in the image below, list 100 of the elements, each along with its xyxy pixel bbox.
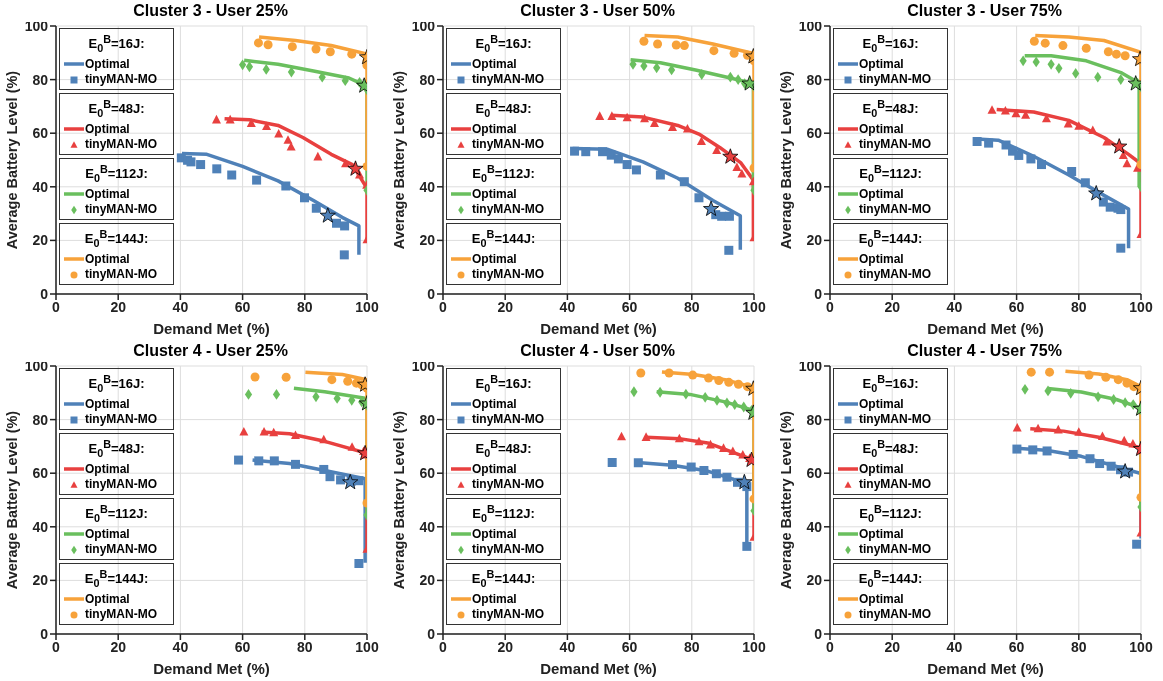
annotation: E$_{0}$$^{B}$=48J:	[861, 437, 920, 461]
annotation: E$_{0}$$^{B}$=144J:	[857, 567, 924, 591]
chart-title: Cluster 3 - User 25%	[133, 2, 288, 19]
y-tick-label: 20	[32, 232, 49, 249]
chart-title: Cluster 4 - User 75%	[907, 342, 1062, 359]
x-tick-label: 60	[621, 298, 638, 315]
x-tick-label: 100	[742, 638, 766, 655]
legend-label: Optimal	[859, 121, 904, 137]
annotation: E$_{0}$$^{B}$=16J:	[87, 372, 146, 396]
y-tick-label: 0	[814, 625, 823, 642]
chart-title: Cluster 3 - User 50%	[520, 2, 675, 19]
y-tick-label: 40	[806, 178, 823, 195]
x-tick-label: 0	[439, 298, 448, 315]
x-tick-label: 80	[1071, 638, 1087, 655]
y-axis-title: Average Battery Level (%)	[3, 410, 20, 590]
x-tick-label: 20	[884, 298, 901, 315]
y-tick-label: 100	[798, 17, 823, 34]
legend-label: Optimal	[85, 251, 130, 267]
annotation: E$_{0}$$^{B}$=144J:	[83, 567, 150, 591]
y-axis-title: Average Battery Level (%)	[777, 410, 794, 590]
x-tick-label: 20	[497, 298, 514, 315]
legend-label: tinyMAN-MO	[859, 201, 931, 217]
y-tick-label: 40	[32, 178, 49, 195]
x-tick-label: 100	[1129, 298, 1153, 315]
y-tick-label: 100	[411, 357, 436, 374]
legend-label: Optimal	[472, 251, 517, 267]
legend-label: tinyMAN-MO	[85, 266, 157, 282]
legend-label: Optimal	[859, 56, 904, 72]
x-tick-label: 100	[355, 638, 379, 655]
x-tick-label: 0	[52, 638, 61, 655]
x-tick-label: 80	[684, 298, 700, 315]
y-tick-label: 20	[419, 232, 436, 249]
legend-label: Optimal	[472, 56, 517, 72]
legend-label: Optimal	[859, 396, 904, 412]
legend-label: tinyMAN-MO	[859, 136, 931, 152]
x-tick-label: 80	[297, 638, 313, 655]
x-tick-label: 20	[110, 298, 127, 315]
x-tick-label: 20	[884, 638, 901, 655]
y-axis-title: Average Battery Level (%)	[390, 70, 407, 250]
annotation: E$_{0}$$^{B}$=16J:	[474, 32, 533, 56]
y-tick-label: 60	[32, 465, 49, 482]
y-tick-label: 60	[806, 125, 823, 142]
legend-label: tinyMAN-MO	[85, 411, 157, 427]
y-tick-label: 40	[806, 518, 823, 535]
x-tick-label: 100	[1129, 638, 1153, 655]
x-tick-label: 60	[621, 638, 638, 655]
annotation: E$_{0}$$^{B}$=16J:	[861, 372, 920, 396]
legend-label: tinyMAN-MO	[472, 266, 544, 282]
y-tick-label: 40	[32, 518, 49, 535]
legend-label: tinyMAN-MO	[85, 476, 157, 492]
y-tick-label: 80	[419, 411, 436, 428]
x-tick-label: 60	[234, 298, 251, 315]
x-tick-label: 60	[234, 638, 251, 655]
x-tick-label: 40	[559, 638, 576, 655]
legend-label: Optimal	[85, 121, 130, 137]
x-tick-label: 20	[110, 638, 127, 655]
y-tick-label: 0	[427, 625, 436, 642]
y-tick-label: 80	[32, 71, 49, 88]
annotation: E$_{0}$$^{B}$=16J:	[474, 372, 533, 396]
legend-label: tinyMAN-MO	[85, 606, 157, 622]
y-tick-label: 80	[32, 411, 49, 428]
x-tick-label: 20	[497, 638, 514, 655]
x-tick-label: 40	[172, 298, 189, 315]
y-axis-title: Average Battery Level (%)	[777, 70, 794, 250]
y-tick-label: 100	[24, 357, 49, 374]
x-tick-label: 0	[52, 298, 61, 315]
x-tick-label: 0	[826, 638, 835, 655]
legend-label: Optimal	[85, 396, 130, 412]
y-axis-title: Average Battery Level (%)	[3, 70, 20, 250]
legend-label: Optimal	[85, 591, 130, 607]
legend-label: tinyMAN-MO	[472, 201, 544, 217]
chart-title: Cluster 3 - User 75%	[907, 2, 1062, 19]
x-tick-label: 40	[172, 638, 189, 655]
annotation: E$_{0}$$^{B}$=112J:	[471, 162, 536, 186]
legend-label: tinyMAN-MO	[859, 71, 931, 87]
annotation: E$_{0}$$^{B}$=48J:	[474, 437, 533, 461]
x-tick-label: 100	[355, 298, 379, 315]
y-tick-label: 20	[806, 572, 823, 589]
legend-label: tinyMAN-MO	[472, 606, 544, 622]
annotation: E$_{0}$$^{B}$=144J:	[83, 227, 150, 251]
x-tick-label: 60	[1008, 298, 1025, 315]
x-tick-label: 80	[297, 298, 313, 315]
y-tick-label: 0	[427, 285, 436, 302]
x-tick-label: 40	[946, 298, 963, 315]
annotation: E$_{0}$$^{B}$=144J:	[470, 227, 537, 251]
y-tick-label: 60	[32, 125, 49, 142]
y-tick-label: 60	[419, 125, 436, 142]
annotation: E$_{0}$$^{B}$=112J:	[84, 162, 149, 186]
legend-label: tinyMAN-MO	[472, 136, 544, 152]
legend-label: tinyMAN-MO	[472, 476, 544, 492]
x-axis-title: Demand Met (%)	[540, 320, 657, 337]
legend-label: Optimal	[472, 526, 517, 542]
x-axis-title: Demand Met (%)	[153, 660, 270, 677]
legend-label: tinyMAN-MO	[472, 411, 544, 427]
legend-label: tinyMAN-MO	[472, 71, 544, 87]
y-tick-label: 20	[806, 232, 823, 249]
legend-label: Optimal	[472, 121, 517, 137]
x-tick-label: 80	[1071, 298, 1087, 315]
legend-label: tinyMAN-MO	[859, 541, 931, 557]
annotation: E$_{0}$$^{B}$=112J:	[858, 502, 923, 526]
